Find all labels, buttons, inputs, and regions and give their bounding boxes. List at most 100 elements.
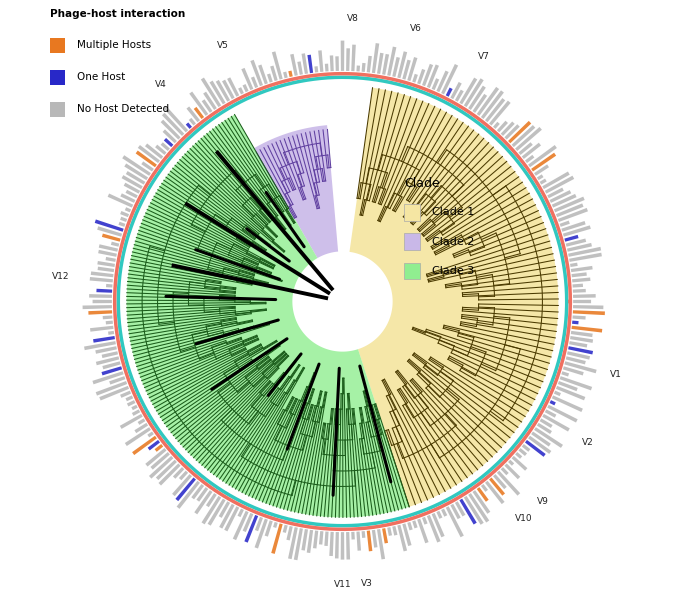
Polygon shape bbox=[567, 243, 592, 251]
Text: One Host: One Host bbox=[77, 72, 125, 82]
Polygon shape bbox=[473, 490, 490, 514]
FancyBboxPatch shape bbox=[50, 102, 65, 117]
Polygon shape bbox=[89, 294, 112, 298]
FancyBboxPatch shape bbox=[403, 262, 421, 279]
Polygon shape bbox=[241, 68, 253, 90]
Polygon shape bbox=[103, 315, 112, 320]
Polygon shape bbox=[519, 142, 533, 155]
Polygon shape bbox=[141, 162, 154, 171]
Polygon shape bbox=[307, 530, 313, 553]
Polygon shape bbox=[122, 155, 151, 176]
Polygon shape bbox=[571, 273, 587, 277]
Polygon shape bbox=[525, 440, 546, 457]
Polygon shape bbox=[301, 529, 308, 551]
Polygon shape bbox=[387, 46, 397, 76]
Polygon shape bbox=[120, 391, 131, 398]
Polygon shape bbox=[512, 125, 535, 147]
Polygon shape bbox=[473, 94, 487, 113]
Polygon shape bbox=[119, 222, 125, 227]
Polygon shape bbox=[356, 531, 361, 551]
Polygon shape bbox=[566, 239, 586, 247]
Polygon shape bbox=[127, 115, 409, 517]
Polygon shape bbox=[189, 92, 208, 116]
Polygon shape bbox=[397, 525, 407, 551]
Polygon shape bbox=[450, 82, 462, 99]
Polygon shape bbox=[335, 532, 339, 558]
Text: V8: V8 bbox=[347, 14, 358, 24]
Polygon shape bbox=[497, 470, 520, 496]
Polygon shape bbox=[96, 356, 119, 365]
Polygon shape bbox=[219, 501, 230, 518]
Polygon shape bbox=[208, 499, 225, 526]
Polygon shape bbox=[251, 77, 258, 88]
Polygon shape bbox=[573, 305, 603, 309]
Polygon shape bbox=[372, 43, 379, 73]
Polygon shape bbox=[125, 427, 151, 446]
Polygon shape bbox=[573, 294, 596, 298]
Polygon shape bbox=[441, 508, 447, 517]
Polygon shape bbox=[145, 144, 163, 159]
Polygon shape bbox=[164, 106, 188, 133]
Polygon shape bbox=[412, 74, 418, 83]
Polygon shape bbox=[568, 346, 593, 355]
Polygon shape bbox=[125, 396, 133, 401]
Polygon shape bbox=[545, 175, 574, 194]
Polygon shape bbox=[489, 101, 510, 125]
Polygon shape bbox=[97, 267, 114, 272]
Polygon shape bbox=[255, 519, 268, 549]
Polygon shape bbox=[515, 127, 542, 151]
Polygon shape bbox=[573, 315, 586, 320]
Polygon shape bbox=[563, 226, 591, 237]
Polygon shape bbox=[155, 145, 166, 155]
Polygon shape bbox=[556, 386, 586, 400]
Polygon shape bbox=[571, 326, 602, 332]
Polygon shape bbox=[132, 405, 138, 410]
Text: No Host Detected: No Host Detected bbox=[77, 104, 169, 115]
Polygon shape bbox=[508, 121, 532, 144]
Polygon shape bbox=[191, 484, 204, 499]
Polygon shape bbox=[329, 55, 334, 71]
Polygon shape bbox=[436, 511, 443, 519]
Polygon shape bbox=[138, 418, 145, 425]
FancyBboxPatch shape bbox=[50, 37, 65, 53]
Polygon shape bbox=[84, 341, 116, 350]
Polygon shape bbox=[97, 289, 112, 292]
Polygon shape bbox=[543, 171, 570, 189]
Polygon shape bbox=[537, 174, 543, 180]
Polygon shape bbox=[427, 65, 439, 88]
Polygon shape bbox=[567, 352, 590, 359]
Polygon shape bbox=[464, 78, 484, 107]
Polygon shape bbox=[504, 464, 520, 479]
Polygon shape bbox=[573, 283, 583, 288]
Polygon shape bbox=[145, 448, 166, 467]
Polygon shape bbox=[102, 361, 121, 369]
Polygon shape bbox=[432, 513, 445, 537]
Polygon shape bbox=[393, 526, 397, 535]
Polygon shape bbox=[362, 63, 366, 72]
Polygon shape bbox=[522, 444, 530, 452]
Polygon shape bbox=[525, 155, 534, 163]
Polygon shape bbox=[127, 400, 136, 406]
Polygon shape bbox=[534, 427, 563, 448]
Polygon shape bbox=[95, 346, 117, 354]
Polygon shape bbox=[109, 376, 125, 385]
Polygon shape bbox=[264, 520, 273, 537]
Polygon shape bbox=[132, 409, 140, 416]
Polygon shape bbox=[349, 88, 558, 507]
Polygon shape bbox=[556, 203, 584, 217]
Polygon shape bbox=[382, 54, 389, 75]
Polygon shape bbox=[554, 391, 561, 396]
Polygon shape bbox=[387, 527, 392, 536]
Polygon shape bbox=[329, 532, 334, 556]
Polygon shape bbox=[238, 87, 244, 95]
Polygon shape bbox=[120, 414, 142, 429]
Polygon shape bbox=[455, 90, 464, 102]
Polygon shape bbox=[340, 532, 345, 560]
Polygon shape bbox=[272, 51, 283, 80]
Polygon shape bbox=[98, 250, 117, 257]
Polygon shape bbox=[106, 284, 112, 288]
Polygon shape bbox=[177, 481, 200, 509]
Polygon shape bbox=[572, 321, 579, 324]
Polygon shape bbox=[101, 366, 122, 376]
Polygon shape bbox=[571, 331, 593, 337]
